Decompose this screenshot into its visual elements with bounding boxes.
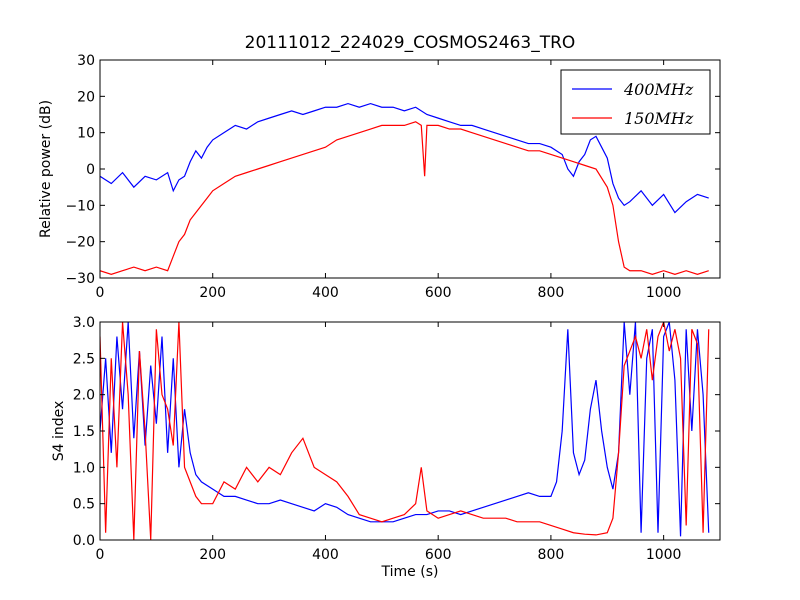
legend-box (560, 69, 711, 135)
legend-label: 400MHz (623, 80, 694, 99)
x-axis-label: Time (s) (381, 564, 439, 580)
x-tick-label: 1000 (646, 285, 682, 301)
x-tick-label: 400 (312, 547, 339, 563)
series-line-150mhz (100, 322, 710, 540)
x-tick-label: 600 (425, 547, 452, 563)
y-tick-label: 2.5 (73, 351, 95, 367)
x-tick-label: 1000 (646, 547, 682, 563)
y-tick-label: 20 (77, 89, 95, 105)
legend: 400MHz 150MHz (560, 69, 711, 135)
y-axis-label: Relative power (dB) (38, 100, 54, 238)
y-tick-label: 2.0 (73, 388, 95, 404)
y-tick-label: 30 (77, 53, 95, 69)
series-line-150mhz (100, 121, 709, 276)
y-tick-label: 3.0 (73, 315, 95, 331)
x-tick-label: 200 (199, 285, 226, 301)
x-tick-label: 0 (96, 547, 105, 563)
y-tick-label: −10 (65, 198, 95, 214)
x-tick-label: 0 (96, 285, 105, 301)
y-tick-label: 0 (86, 162, 95, 178)
x-tick-label: 800 (538, 547, 565, 563)
x-tick-label: 400 (312, 285, 339, 301)
y-tick-label: 1.0 (73, 460, 95, 476)
x-tick-label: 600 (425, 285, 452, 301)
figure-title: 20111012_224029_COSMOS2463_TRO (245, 33, 576, 53)
x-tick-label: 200 (199, 547, 226, 563)
y-tick-label: 0.0 (73, 533, 95, 549)
y-tick-label: 1.5 (73, 424, 95, 440)
s4-plot: 0 200 400 600 800 1000 0.0 0.5 1.0 1.5 2.0 2.5 3.0 S4… (51, 315, 721, 580)
series-line-400mhz (100, 102, 709, 214)
y-tick-label: 10 (77, 126, 95, 142)
y-tick-label: 0.5 (73, 497, 95, 513)
y-tick-label: −20 (65, 235, 95, 251)
legend-label: 150MHz (624, 109, 694, 128)
y-tick-label: −30 (65, 271, 95, 287)
y-axis-label: S4 index (51, 401, 67, 462)
x-tick-label: 800 (538, 285, 565, 301)
series-line-400mhz (100, 322, 710, 537)
power-plot: 0 200 400 600 800 1000 −30 −20 −10 0 10 20 30 Relativ… (38, 53, 721, 301)
